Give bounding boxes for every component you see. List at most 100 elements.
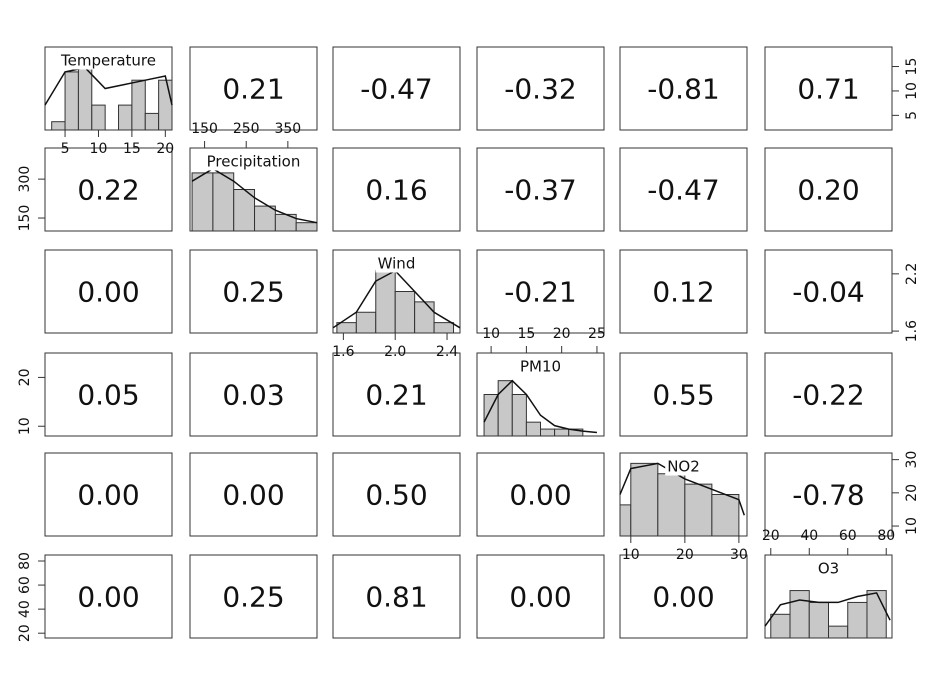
panel — [619, 46, 748, 131]
tick-label: 20 — [17, 624, 33, 642]
histogram-bar — [158, 79, 173, 131]
label-background — [517, 357, 564, 376]
panel — [476, 554, 605, 639]
tick-label: 10 — [622, 547, 640, 563]
tick-label: 150 — [17, 205, 33, 232]
tick-label: 15 — [517, 326, 535, 342]
panel — [189, 46, 318, 131]
panel — [44, 249, 173, 334]
correlation-value: 0.00 — [509, 479, 571, 512]
tick-label: 5 — [904, 111, 920, 120]
panel — [332, 452, 461, 537]
variable-label: PM10 — [520, 358, 561, 376]
panel — [44, 352, 173, 437]
correlation-value: 0.22 — [77, 174, 139, 207]
correlation-value: 0.00 — [77, 581, 139, 614]
variable-label: Temperature — [60, 52, 156, 70]
density-line — [483, 379, 598, 434]
histogram-bar — [619, 504, 632, 537]
histogram-bar — [336, 322, 357, 334]
panel — [332, 554, 461, 639]
tick-label: 80 — [877, 528, 895, 544]
histogram-bar — [254, 205, 276, 232]
tick-label: 10 — [904, 82, 920, 100]
correlation-value: -0.78 — [792, 479, 864, 512]
tick-label: 20 — [17, 368, 33, 386]
histogram-bar — [295, 222, 318, 232]
panel — [619, 249, 748, 334]
correlation-value: 0.00 — [77, 479, 139, 512]
histogram-bar — [118, 104, 133, 131]
correlation-value: 0.03 — [222, 379, 284, 412]
correlation-value: 0.21 — [365, 379, 427, 412]
label-background — [815, 559, 842, 578]
histogram-bar — [497, 380, 513, 437]
correlation-value: 0.00 — [222, 479, 284, 512]
correlation-value: 0.71 — [797, 73, 859, 106]
tick-label: 1.6 — [904, 320, 920, 342]
tick-label: 80 — [17, 552, 33, 570]
label-background — [57, 51, 159, 70]
panel — [764, 46, 893, 131]
density-line — [619, 462, 746, 516]
histogram-bar — [568, 428, 584, 437]
histogram-bar — [808, 601, 829, 639]
correlation-value: 0.50 — [365, 479, 427, 512]
tick-label: 2.4 — [436, 344, 458, 360]
panel — [764, 352, 893, 437]
tick-label: 40 — [17, 600, 33, 618]
tick-label: 2.2 — [904, 263, 920, 285]
correlation-value: 0.20 — [797, 174, 859, 207]
panel — [189, 554, 318, 639]
panel — [764, 249, 893, 334]
histogram-bar — [684, 483, 713, 537]
label-background — [375, 254, 418, 273]
tick-label: 15 — [904, 58, 920, 76]
histogram-bar — [144, 112, 160, 131]
tick-label: 300 — [17, 166, 33, 193]
density-line — [764, 592, 891, 627]
correlation-value: 0.12 — [652, 276, 714, 309]
histogram-bar — [540, 428, 556, 437]
tick-label: 60 — [839, 528, 857, 544]
histogram-bar — [630, 462, 659, 537]
correlation-value: -0.32 — [504, 73, 576, 106]
histogram-bar — [828, 625, 849, 639]
panel — [189, 249, 318, 334]
correlation-value: 0.00 — [509, 581, 571, 614]
tick-label: 20 — [762, 528, 780, 544]
panel — [619, 352, 748, 437]
correlation-value: -0.81 — [647, 73, 719, 106]
correlation-value: 0.55 — [652, 379, 714, 412]
histogram-bar — [657, 473, 686, 537]
correlation-value: -0.21 — [504, 276, 576, 309]
tick-label: 10 — [482, 326, 500, 342]
tick-label: 20 — [676, 547, 694, 563]
panel — [332, 352, 461, 437]
histogram-bar — [847, 601, 868, 639]
panel — [44, 452, 173, 537]
histogram-bar — [91, 104, 106, 131]
tick-label: 1.6 — [332, 344, 354, 360]
tick-label: 10 — [90, 141, 108, 157]
tick-label: 5 — [61, 141, 70, 157]
histogram-bar — [433, 322, 455, 334]
correlation-value: 0.25 — [222, 581, 284, 614]
tick-label: 10 — [904, 517, 920, 535]
tick-label: 2.0 — [384, 344, 406, 360]
panel — [44, 147, 173, 232]
histogram-bar — [483, 394, 499, 437]
panel — [44, 554, 173, 639]
tick-label: 25 — [588, 326, 606, 342]
tick-label: 15 — [123, 141, 141, 157]
variable-label: O3 — [818, 560, 839, 578]
panel — [476, 46, 605, 131]
histogram-bar — [789, 590, 810, 639]
variable-label: NO2 — [667, 458, 700, 476]
panel — [764, 452, 893, 537]
histogram-bar — [711, 494, 740, 537]
panel — [476, 147, 605, 232]
tick-label: 20 — [904, 484, 920, 502]
tick-label: 10 — [17, 417, 33, 435]
correlation-value: 0.21 — [222, 73, 284, 106]
